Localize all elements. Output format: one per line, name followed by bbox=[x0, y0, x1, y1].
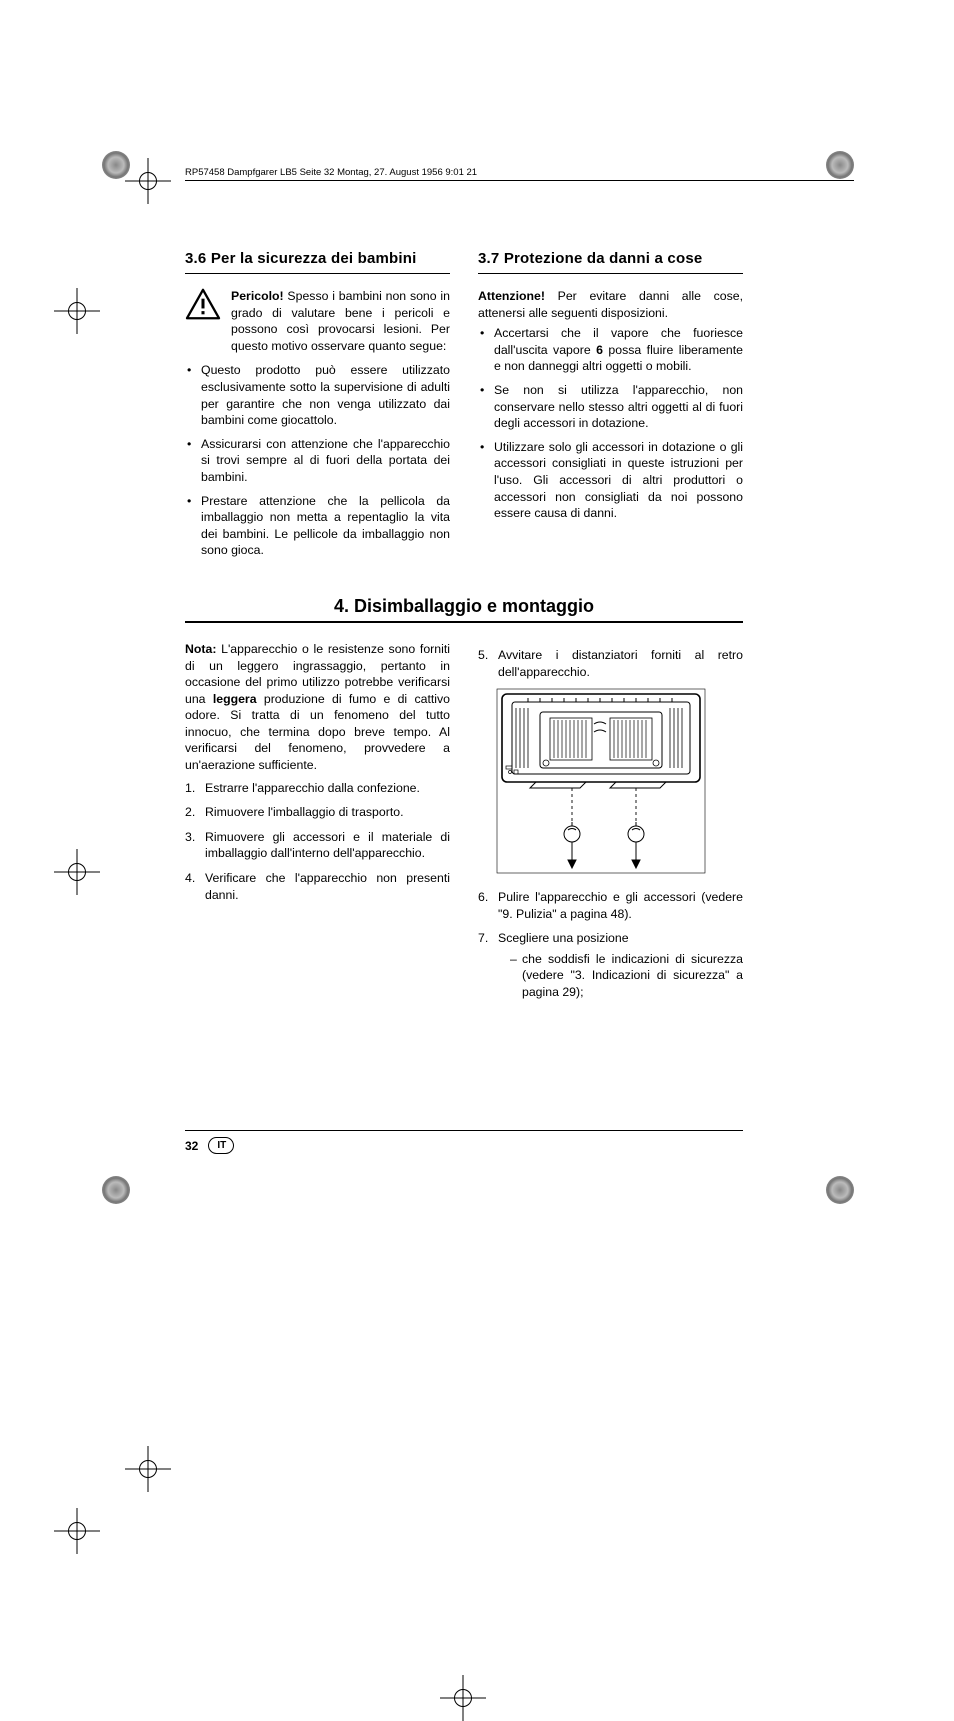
list-item: Questo prodotto può essere utilizzato es… bbox=[185, 362, 450, 428]
list-item: Verificare che l'apparecchio non present… bbox=[185, 870, 450, 903]
section-3-6: 3.6 Per la sicurezza dei bambini Pericol… bbox=[185, 250, 450, 566]
page-number: 32 bbox=[185, 1139, 198, 1153]
printer-mark-cross bbox=[54, 1508, 100, 1554]
list-item: Se non si utilizza l'apparecchio, non co… bbox=[478, 382, 743, 432]
bullet-list-36: Questo prodotto può essere utilizzato es… bbox=[185, 362, 450, 559]
list-item: Rimuovere gli accessori e il materiale d… bbox=[185, 829, 450, 862]
steps-left: Estrarre l'apparecchio dalla confezione.… bbox=[185, 780, 450, 904]
list-item: Pulire l'apparecchio e gli accessori (ve… bbox=[478, 889, 743, 922]
list-item: Utilizzare solo gli accessori in dotazio… bbox=[478, 439, 743, 522]
note-paragraph: Nota: L'apparecchio o le resistenze sono… bbox=[185, 641, 450, 774]
warning-block: Pericolo! Spesso i bambini non sono in g… bbox=[185, 288, 450, 354]
list-item: Accertarsi che il vapore che fuoriesce d… bbox=[478, 325, 743, 375]
heading-4: 4. Disimballaggio e montaggio bbox=[185, 596, 743, 617]
list-item: che soddisfi le indicazioni di sicurezza… bbox=[510, 951, 743, 1001]
list-item: Prestare attenzione che la pellicola da … bbox=[185, 493, 450, 559]
section-4-left: Nota: L'apparecchio o le resistenze sono… bbox=[185, 641, 450, 1009]
bullet-list-37: Accertarsi che il vapore che fuoriesce d… bbox=[478, 325, 743, 522]
heading-3-6: 3.6 Per la sicurezza dei bambini bbox=[185, 250, 450, 274]
printer-mark-circle bbox=[826, 1176, 854, 1204]
steps-right: Avvitare i distanziatori forniti al retr… bbox=[478, 647, 743, 680]
heading-3-7: 3.7 Protezione da danni a cose bbox=[478, 250, 743, 274]
printer-mark-cross bbox=[54, 288, 100, 334]
appliance-diagram bbox=[496, 688, 743, 879]
list-item: Assicurarsi con attenzione che l'apparec… bbox=[185, 436, 450, 486]
printer-mark-circle bbox=[102, 1176, 130, 1204]
country-badge: IT bbox=[208, 1137, 234, 1154]
printer-mark-cross bbox=[125, 1446, 171, 1492]
warning-icon bbox=[185, 288, 221, 320]
page-content: 3.6 Per la sicurezza dei bambini Pericol… bbox=[185, 250, 743, 1009]
steps-right-cont: Pulire l'apparecchio e gli accessori (ve… bbox=[478, 889, 743, 1001]
running-head: RP57458 Dampfgarer LB5 Seite 32 Montag, … bbox=[185, 167, 854, 181]
rule bbox=[185, 621, 743, 623]
page-footer: 32 IT bbox=[185, 1130, 743, 1154]
sublist: che soddisfi le indicazioni di sicurezza… bbox=[498, 951, 743, 1001]
section-4-right: Avvitare i distanziatori forniti al retr… bbox=[478, 641, 743, 1009]
list-item: Estrarre l'apparecchio dalla confezione. bbox=[185, 780, 450, 797]
section-3-7: 3.7 Protezione da danni a cose Attenzion… bbox=[478, 250, 743, 566]
warning-text: Pericolo! Spesso i bambini non sono in g… bbox=[231, 288, 450, 354]
list-item: Avvitare i distanziatori forniti al retr… bbox=[478, 647, 743, 680]
list-item: Scegliere una posizione che soddisfi le … bbox=[478, 930, 743, 1000]
printer-mark-cross bbox=[54, 849, 100, 895]
attention-text: Attenzione! Per evitare danni alle cose,… bbox=[478, 288, 743, 321]
list-item: Rimuovere l'imballaggio di trasporto. bbox=[185, 804, 450, 821]
printer-mark-cross bbox=[440, 1675, 486, 1721]
printer-mark-cross bbox=[125, 158, 171, 204]
